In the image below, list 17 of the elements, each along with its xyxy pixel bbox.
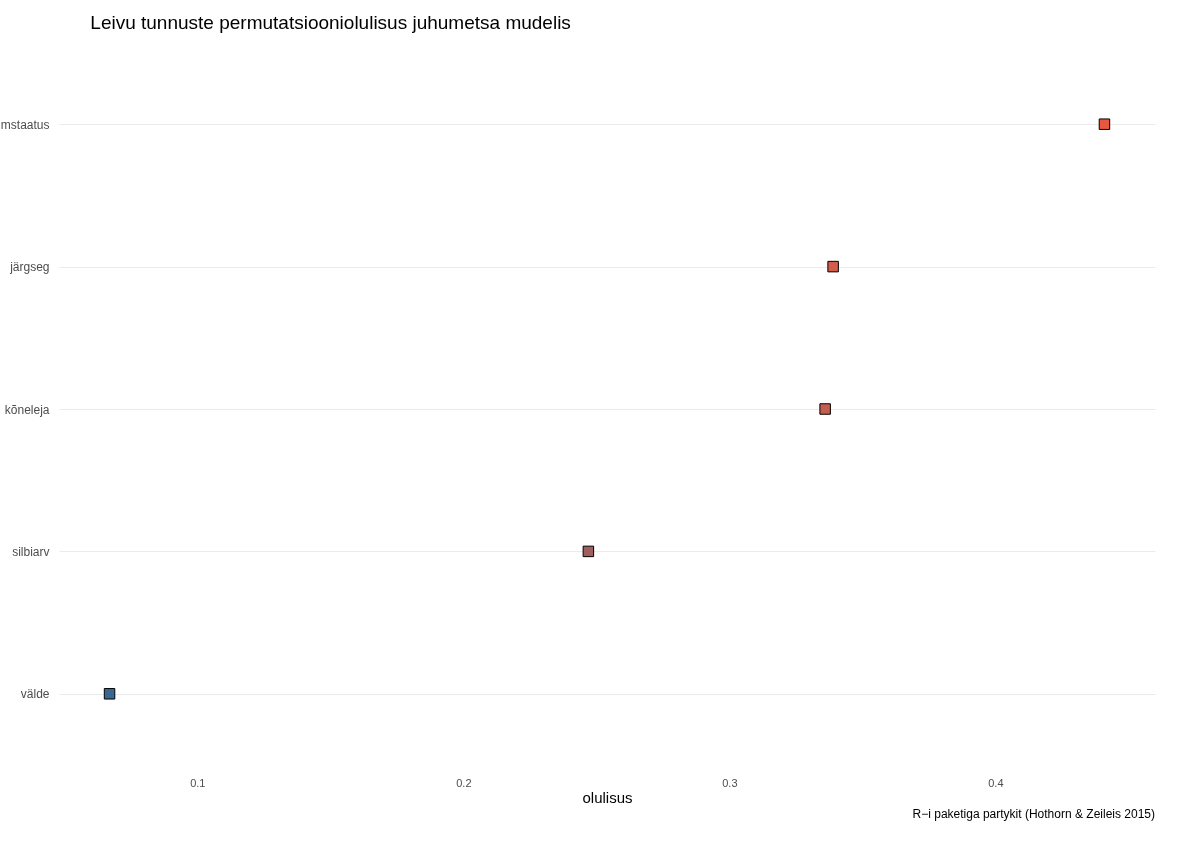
- x-tick-label: 0.1: [190, 776, 206, 789]
- point: [582, 545, 595, 558]
- x-tick-label: 0.3: [722, 776, 738, 789]
- chart-title: Leivu tunnuste permutatsiooniolulisus juhumetsa mudelis: [90, 12, 571, 33]
- point: [827, 260, 839, 273]
- x-tick-label: 0.2: [456, 776, 472, 789]
- point: [103, 688, 116, 700]
- x-axis-title: olulisus: [582, 788, 633, 806]
- text: R−i paketiga partykit (Hothorn & Zeileis 2015): [912, 807, 1155, 821]
- point: [819, 403, 831, 415]
- x-tick-label: 0.4: [988, 776, 1004, 789]
- y-tick-label: silbiarv: [12, 544, 50, 559]
- y-tick-label: mstaatus: [0, 117, 50, 132]
- y-tick-label: välde: [20, 687, 50, 702]
- y-tick-label: järgseg: [9, 260, 50, 275]
- point: [1098, 118, 1111, 130]
- y-tick-label: kõneleja: [4, 402, 50, 417]
